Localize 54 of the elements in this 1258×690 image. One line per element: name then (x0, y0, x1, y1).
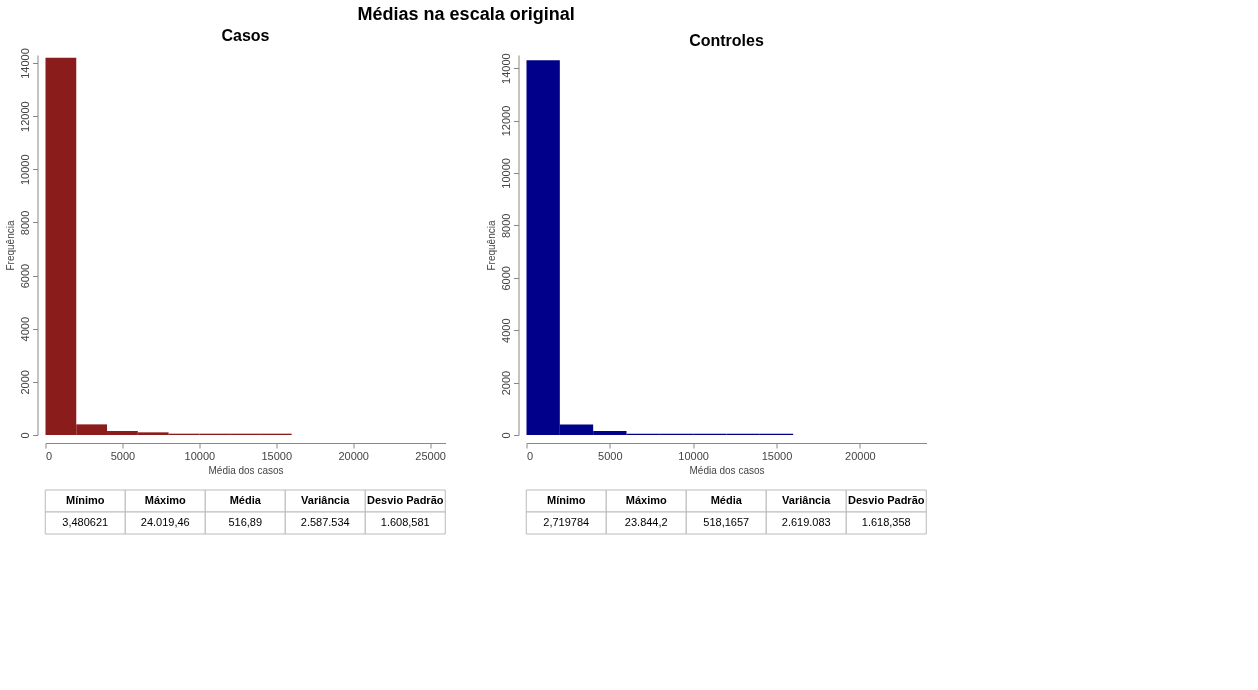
text: Máximo (144, 494, 186, 506)
chart-title: Controles (689, 31, 764, 49)
y-tick-label: 14000 (500, 53, 512, 84)
x-tick-label: 0 (46, 449, 53, 462)
text: Desvio Padrão (848, 494, 925, 506)
y-tick-label: 0 (19, 432, 31, 439)
x-tick-label: 5000 (110, 449, 136, 462)
y-tick-label: 12000 (19, 101, 31, 132)
text: Mínimo (547, 494, 586, 506)
x-tick-label: 5000 (598, 449, 623, 462)
x-tick-label: 15000 (261, 449, 293, 462)
text: Média (710, 494, 743, 506)
text: Médias na escala original (357, 3, 575, 24)
x-axis-title: Média dos casos (208, 464, 284, 476)
text: Máximo (625, 494, 667, 506)
text: 2,719784 (543, 516, 590, 528)
text: Mínimo (66, 494, 105, 506)
y-axis-title: Frequência (5, 220, 16, 271)
text: 1.608,581 (380, 516, 430, 528)
text: 2.587.534 (300, 516, 350, 528)
y-tick-label: 8000 (19, 210, 31, 236)
x-tick-label: 20000 (338, 449, 369, 462)
y-tick-label: 4000 (19, 316, 31, 342)
text: Desvio Padrão (367, 494, 444, 506)
y-tick-label: 6000 (19, 263, 31, 289)
text: 516,89 (228, 516, 263, 528)
chart-title: Casos (221, 26, 270, 44)
y-tick-label: 12000 (500, 105, 512, 137)
y-tick-label: 10000 (500, 158, 512, 189)
x-axis-title: Média dos casos (689, 464, 765, 476)
y-axis-title: Frequência (486, 220, 497, 271)
text: 23.844,2 (624, 516, 668, 528)
y-tick-label: 0 (500, 432, 512, 439)
text: 1.618,358 (861, 516, 911, 528)
text: 24.019,46 (140, 516, 190, 528)
y-tick-label: 2000 (19, 370, 31, 395)
text: 2.619.083 (781, 516, 831, 528)
text: 3,480621 (62, 516, 109, 528)
x-tick-label: 20000 (845, 449, 876, 462)
text: Média (229, 494, 262, 506)
y-tick-label: 6000 (500, 266, 512, 291)
x-tick-label: 25000 (415, 449, 446, 462)
y-tick-label: 10000 (19, 154, 31, 186)
x-tick-label: 15000 (761, 449, 793, 462)
x-tick-label: 10000 (184, 449, 216, 462)
text: 518,1657 (703, 516, 750, 528)
y-tick-label: 2000 (500, 370, 512, 396)
x-tick-label: 0 (527, 449, 534, 462)
text: Variância (301, 494, 351, 506)
y-tick-label: 14000 (19, 48, 31, 79)
text: Variância (782, 494, 832, 506)
y-tick-label: 4000 (500, 318, 512, 343)
y-tick-label: 8000 (500, 213, 512, 239)
x-tick-label: 10000 (678, 449, 709, 462)
